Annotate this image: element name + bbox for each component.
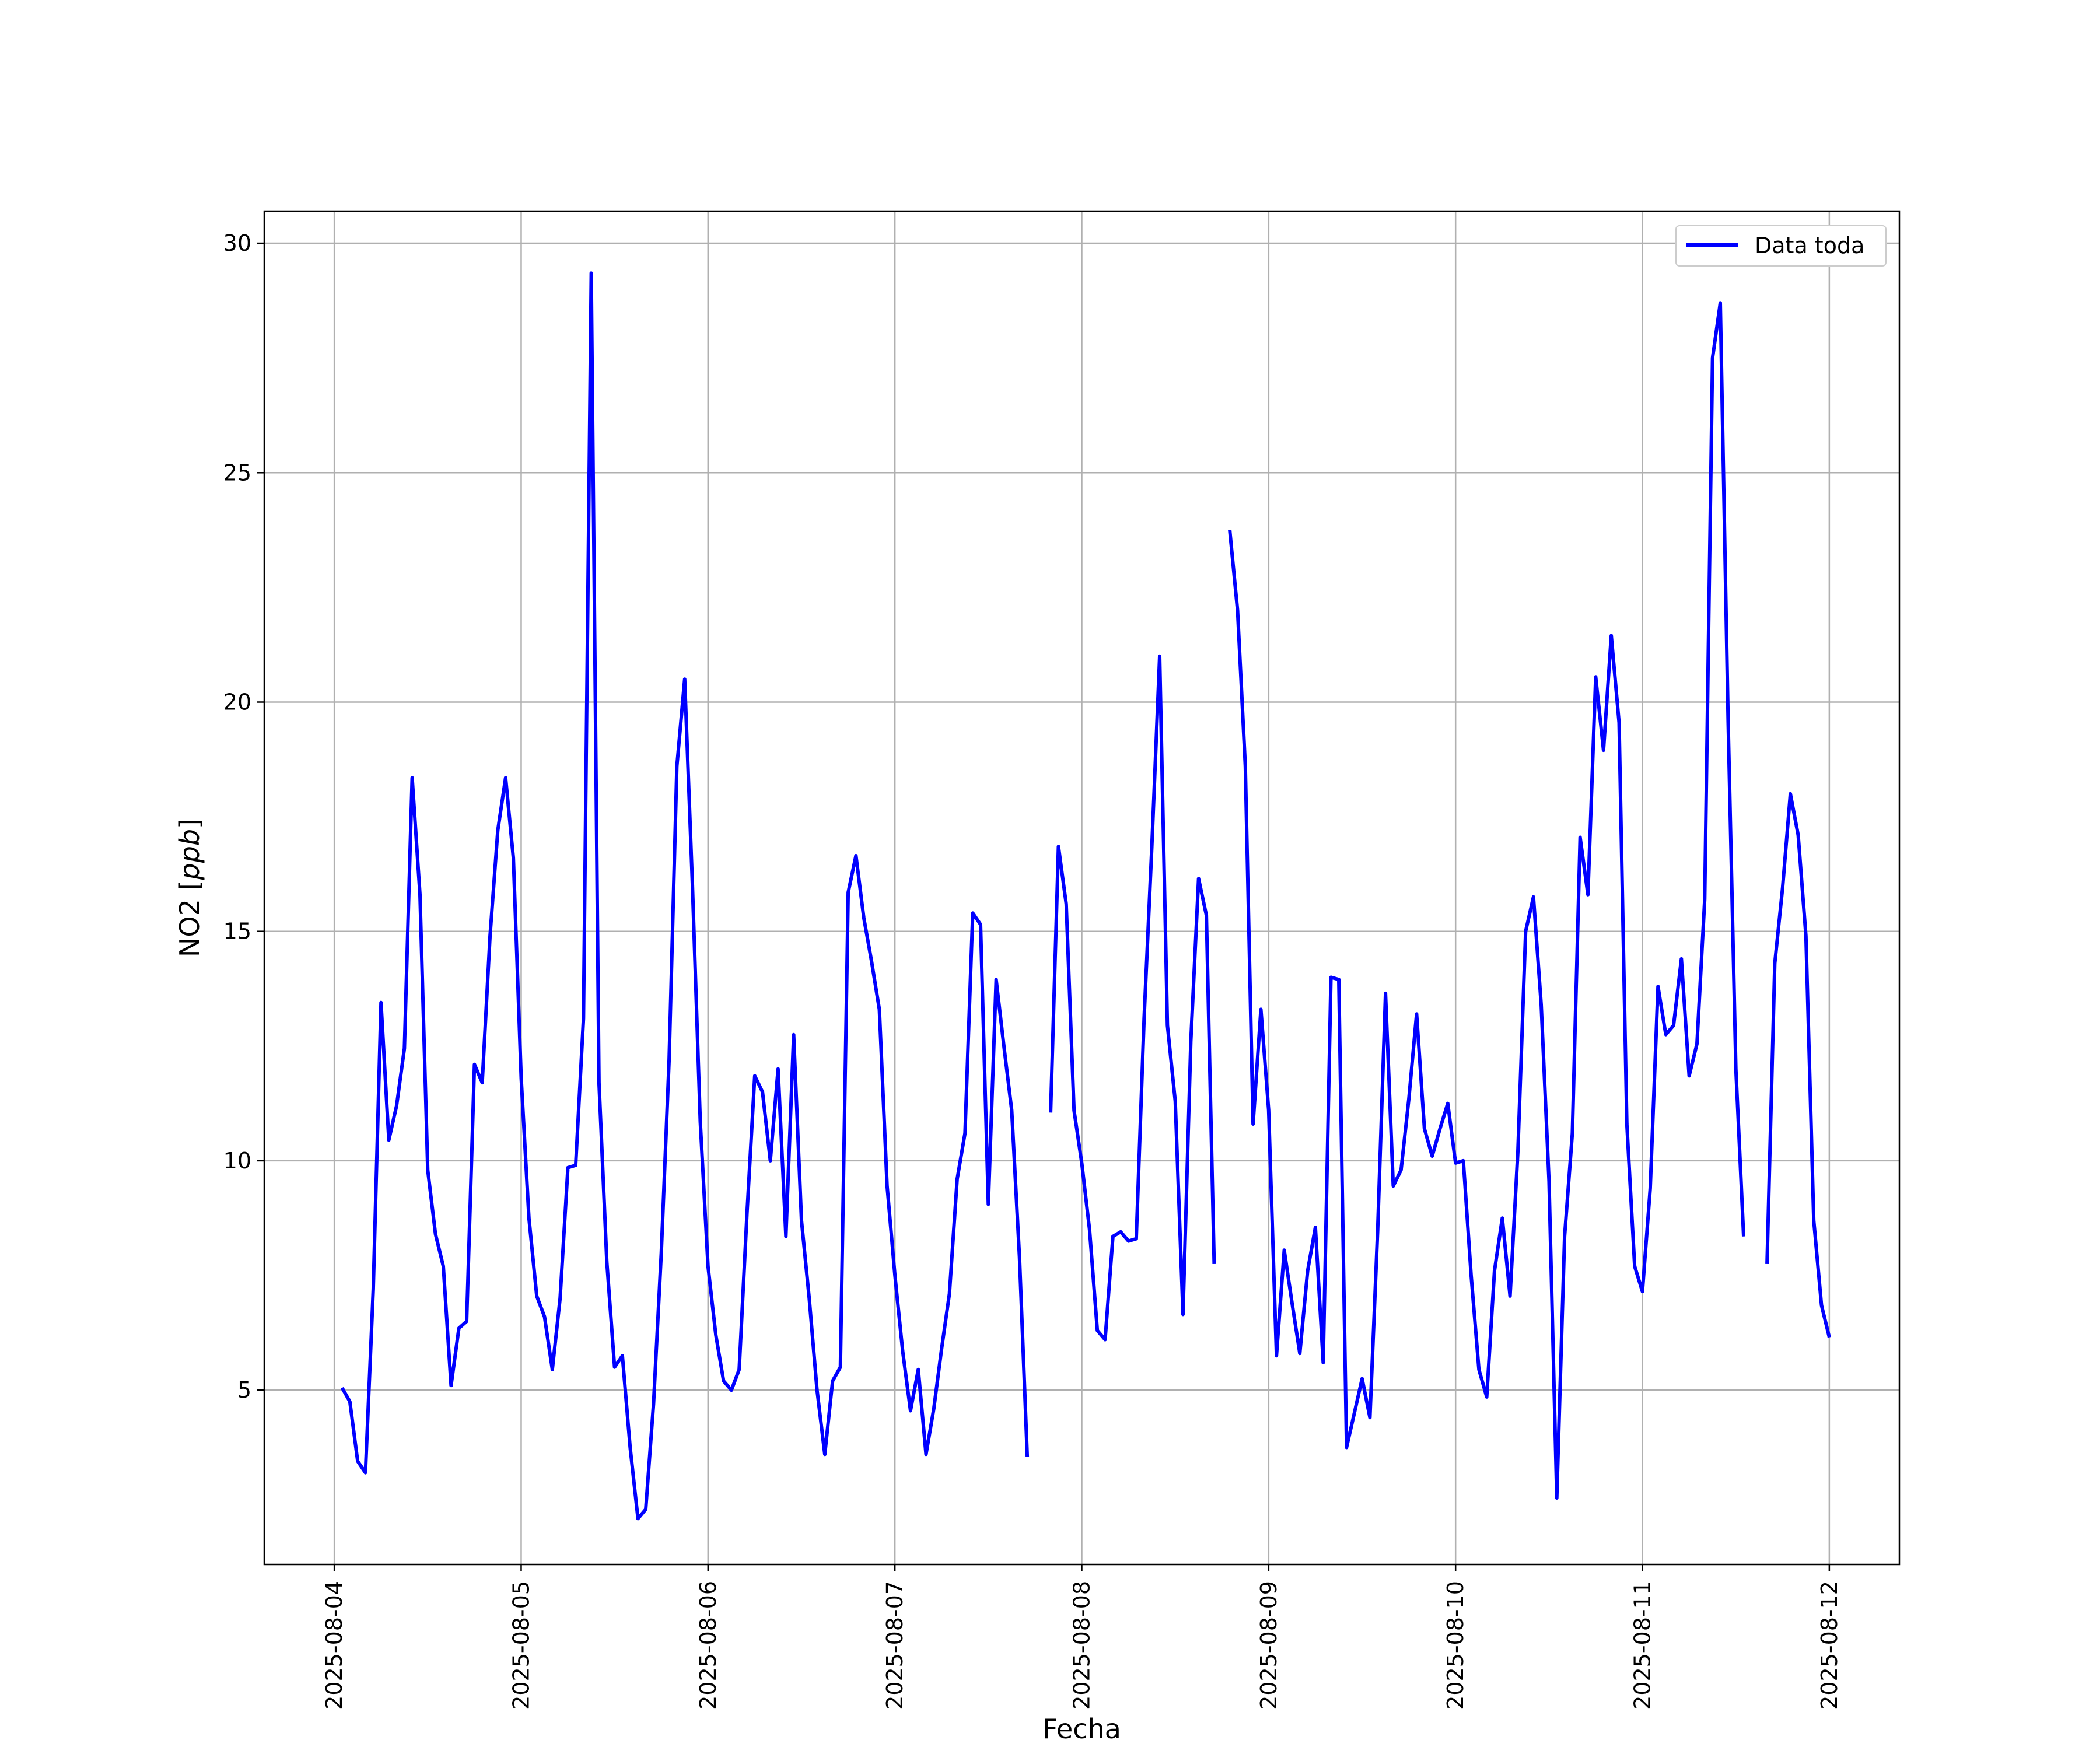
legend: Data toda <box>1675 225 1887 267</box>
series-line-segment <box>1228 301 1745 1500</box>
y-tick-label: 20 <box>223 689 251 715</box>
y-tick-label: 30 <box>223 230 251 256</box>
y-tick-label: 25 <box>223 460 251 485</box>
legend-label-data-toda: Data toda <box>1755 233 1864 258</box>
grid-lines <box>264 211 1899 1564</box>
y-tick-label: 10 <box>223 1148 251 1174</box>
x-tick-label: 2025-08-12 <box>1817 1581 1842 1710</box>
x-tick-label: 2025-08-05 <box>508 1581 534 1710</box>
x-tick-label: 2025-08-10 <box>1443 1581 1468 1710</box>
series-line-segment <box>1765 792 1831 1338</box>
x-tick-label: 2025-08-07 <box>882 1581 908 1710</box>
legend-box <box>1675 225 1887 267</box>
x-tick-label: 2025-08-11 <box>1630 1581 1656 1710</box>
x-tick-label: 2025-08-08 <box>1069 1581 1095 1710</box>
x-tick-label: 2025-08-09 <box>1256 1581 1282 1710</box>
x-tick-label: 2025-08-04 <box>321 1581 347 1710</box>
x-tick-label: 2025-08-06 <box>695 1581 721 1710</box>
series-line-segment <box>340 271 1030 1521</box>
series-data-toda <box>340 271 1831 1521</box>
series-line-segment <box>1049 654 1216 1342</box>
axis-ticks: 2025-08-04 2025-08-05 2025-08-06 2025-08-07… <box>223 230 1842 1710</box>
y-tick-label: 15 <box>223 919 251 944</box>
x-axis-label: Fecha <box>1042 1713 1121 1745</box>
y-axis-label: NO2 [ppb] <box>174 818 205 957</box>
y-tick-label: 5 <box>237 1377 251 1403</box>
